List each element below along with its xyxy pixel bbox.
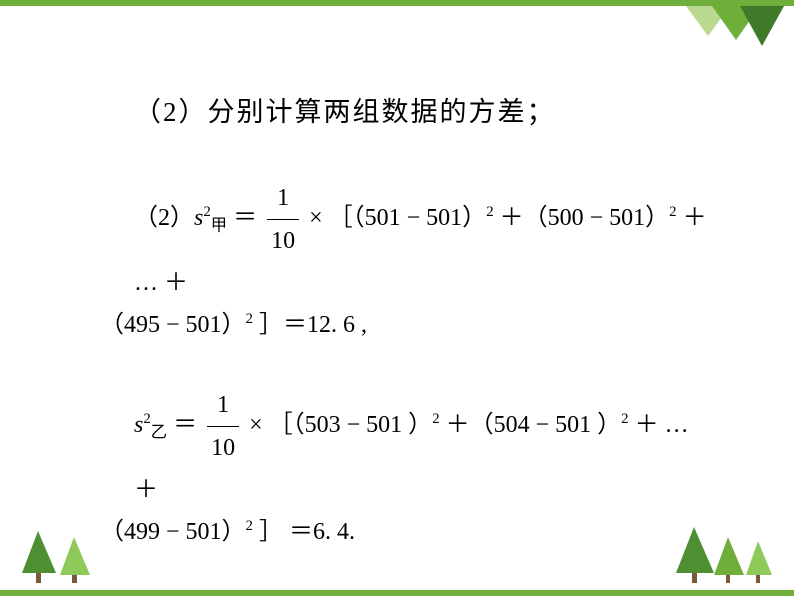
eq1-l2a: （495 − 501） [100,312,246,338]
eq2-exp2: 2 [621,411,628,427]
eq1-frac-num: 1 [267,177,299,219]
eq2-exp1: 2 [432,411,439,427]
eq1-var-sub: 甲 [211,216,227,235]
equation-2: s2乙 ＝ 1 10 × ［（503 − 501 ）2 ＋（504 − 501 … [100,384,714,553]
eq1-exp1: 2 [486,204,493,220]
eq1-mid: ＋（500 − 501） [494,205,670,231]
eq1-line2: （495 − 501）2 ］＝12. 6 , [100,304,714,346]
eq2-after-frac: × ［（503 − 501 ） [249,412,432,438]
eq2-fraction: 1 10 [207,384,239,469]
question-line: （2）分别计算两组数据的方差； [100,90,714,129]
corner-triangles-top-right [678,6,786,62]
equation-1: （2）s2甲 ＝ 1 10 × ［（501 − 501）2 ＋（500 − 50… [100,177,714,346]
eq2-frac-num: 1 [207,384,239,426]
eq2-var-sup: 2 [143,411,150,427]
eq2-var: s [134,412,143,438]
eq1-l2b: ］＝ [253,312,307,338]
eq1-prefix: （2） [134,205,194,231]
eq2-exp3: 2 [246,518,253,534]
eq2-l2b: ］ ＝ [253,519,313,545]
eq1-fraction: 1 10 [267,177,299,262]
eq1-exp3: 2 [246,311,253,327]
eq1-frac-den: 10 [267,219,299,262]
eq2-eqsign: ＝ [173,412,203,438]
eq2-line2: （499 − 501）2 ］ ＝6. 4. [100,511,714,553]
eq1-line1: （2）s2甲 ＝ 1 10 × ［（501 − 501）2 ＋（500 − 50… [100,177,714,304]
top-border-bar [0,0,794,6]
eq2-result: 6. 4. [313,519,355,545]
eq2-l2a: （499 − 501） [100,519,246,545]
eq1-var-sup: 2 [203,204,210,220]
eq2-mid: ＋（504 − 501 ） [440,412,622,438]
eq1-after-frac: × ［（501 − 501） [309,205,486,231]
eq2-var-sub: 乙 [151,423,167,442]
eq1-exp2: 2 [669,204,676,220]
eq2-line1: s2乙 ＝ 1 10 × ［（503 − 501 ）2 ＋（504 − 501 … [100,384,714,511]
eq1-var: s [194,205,203,231]
question-text: （2）分别计算两组数据的方差； [134,97,556,127]
eq2-frac-den: 10 [207,426,239,469]
eq1-eqsign: ＝ [233,205,257,231]
trees-bottom-left [12,525,104,590]
content-area: （2）分别计算两组数据的方差； （2）s2甲 ＝ 1 10 × ［（501 − … [100,90,714,591]
eq1-result: 12. 6 , [307,312,367,338]
